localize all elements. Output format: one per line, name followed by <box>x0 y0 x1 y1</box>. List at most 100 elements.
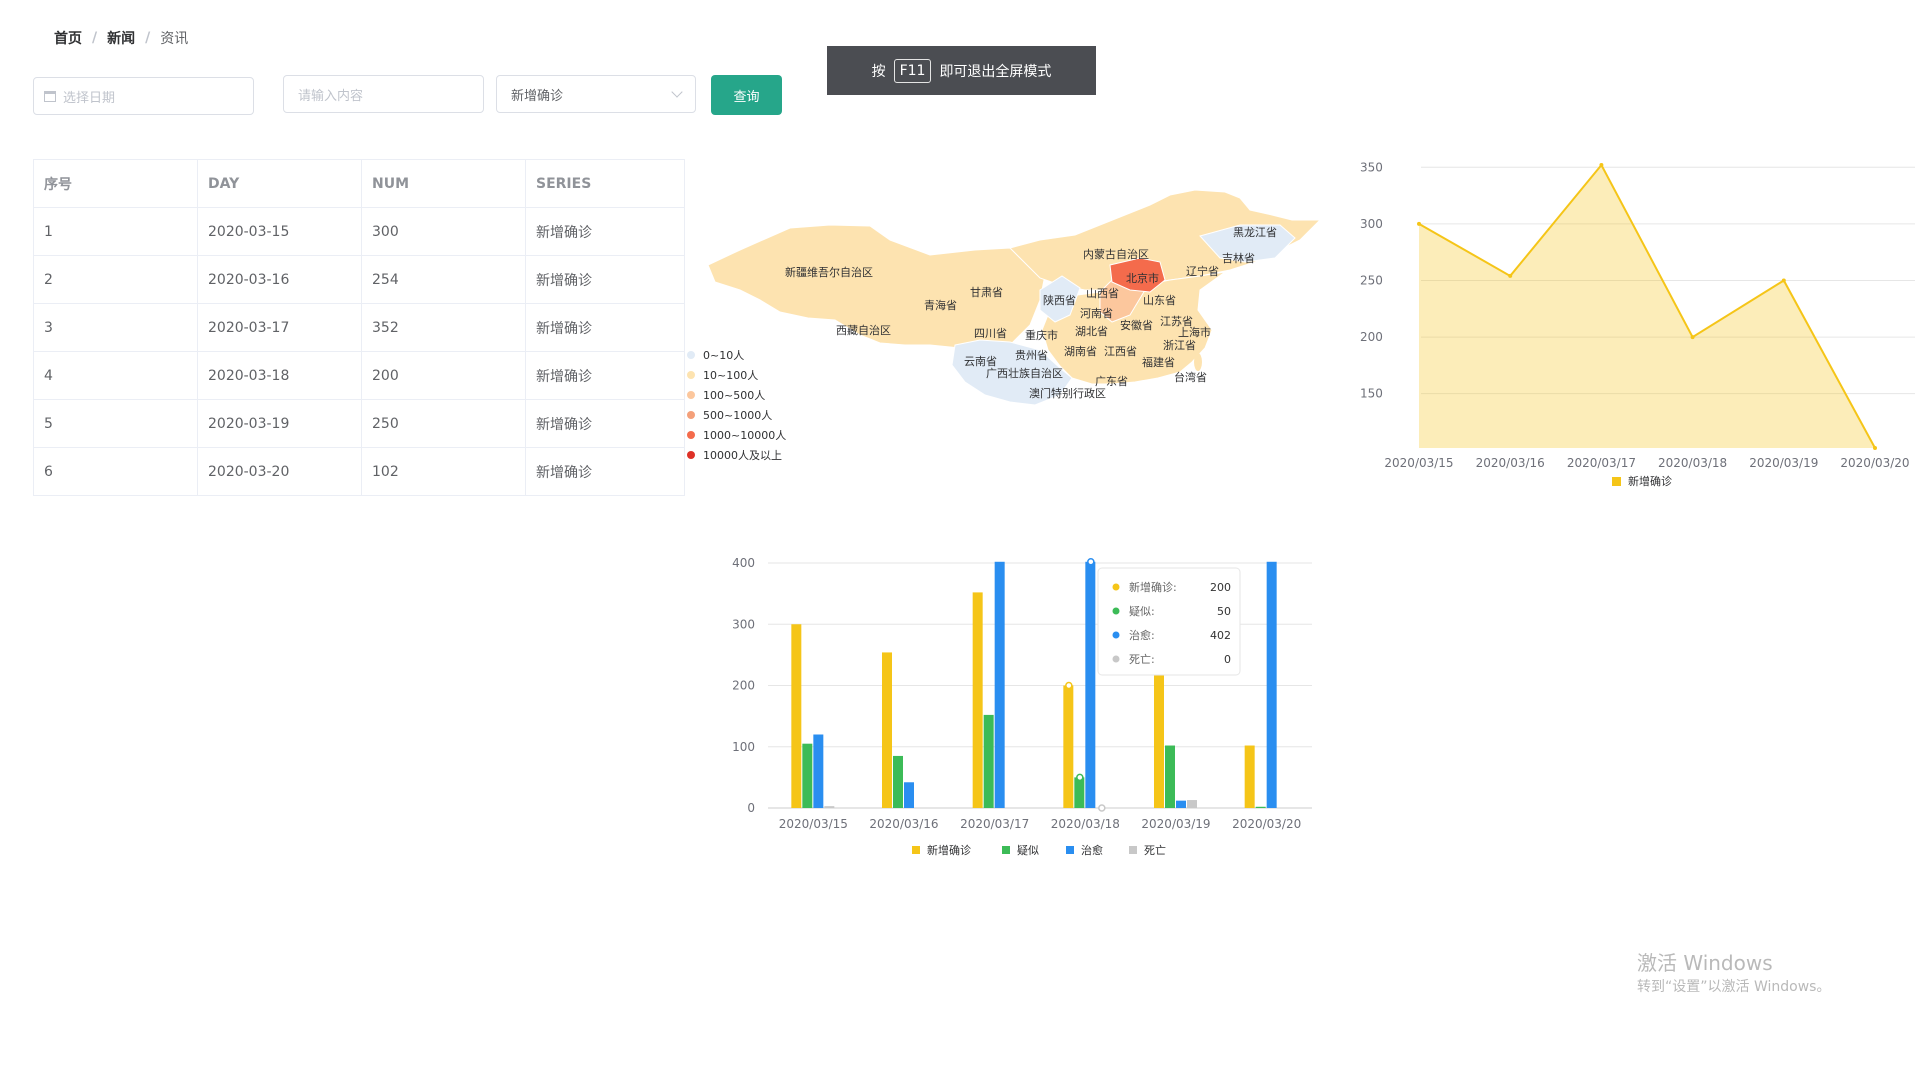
bar[interactable] <box>1255 806 1266 808</box>
cell-day: 2020-03-16 <box>197 255 362 304</box>
bar-chart-tooltip: 新增确诊: 200 疑似: 50 治愈: 402 死亡: 0 <box>1097 567 1241 676</box>
area-point[interactable] <box>1873 446 1877 450</box>
map-legend-label: 100~500人 <box>703 389 765 402</box>
bar[interactable] <box>1085 561 1096 808</box>
bar[interactable] <box>813 734 824 809</box>
bar[interactable] <box>1176 800 1186 808</box>
tooltip-series-name: 治愈: <box>1129 628 1155 642</box>
bar-chart[interactable]: 0 100 200 300 400 2020/03/15 2020/03/16 2020/03… <box>715 545 1340 870</box>
fullscreen-toast: 按 F11 即可退出全屏模式 <box>827 46 1096 95</box>
legend-swatch-0 <box>687 351 695 359</box>
tooltip-series-value: 200 <box>1210 581 1231 594</box>
region-label: 上海市 <box>1178 325 1211 339</box>
search-placeholder: 请输入内容 <box>298 88 364 104</box>
cell-series: 新增确诊 <box>525 447 685 496</box>
bar[interactable] <box>1074 777 1085 808</box>
cell-num: 254 <box>361 255 526 304</box>
search-input[interactable]: 请输入内容 <box>283 75 484 113</box>
region-label: 黑龙江省 <box>1233 226 1277 239</box>
column-header-num: NUM <box>361 159 526 208</box>
legend-item[interactable]: 新增确诊 <box>912 843 971 857</box>
map-legend-label: 1000~10000人 <box>703 429 786 442</box>
activation-watermark-title: 激活 Windows <box>1637 951 1773 975</box>
bar[interactable] <box>882 652 892 808</box>
area-chart[interactable]: 150 200 250 300 350 2020/03/15 2020/03/16 2020/… <box>1330 150 1920 500</box>
legend-item[interactable]: 疑似 <box>1002 844 1039 857</box>
area-point[interactable] <box>1417 221 1421 226</box>
map-legend-item[interactable]: 1000~10000人 <box>687 429 786 442</box>
y-tick-label: 350 <box>1360 160 1383 174</box>
legend-item[interactable]: 治愈 <box>1066 843 1103 857</box>
breadcrumb: 首页 / 新闻 / 资讯 <box>54 28 188 48</box>
bar[interactable] <box>983 714 994 808</box>
cell-index: 6 <box>33 447 198 496</box>
bar[interactable] <box>1187 800 1197 808</box>
bar[interactable] <box>1154 654 1164 808</box>
bar[interactable] <box>1063 685 1074 809</box>
breadcrumb-news[interactable]: 新闻 <box>107 31 136 47</box>
map-legend-item[interactable]: 0~10人 <box>687 349 744 362</box>
area-point[interactable] <box>1599 163 1604 167</box>
map-region-northeast[interactable] <box>1199 224 1296 263</box>
area-series-line[interactable] <box>1418 163 1876 449</box>
bar[interactable] <box>791 624 802 808</box>
legend-item[interactable]: 死亡 <box>1129 843 1166 857</box>
calendar-icon <box>44 90 56 102</box>
bar[interactable] <box>904 782 914 808</box>
bar[interactable] <box>802 743 813 808</box>
bar-group[interactable] <box>791 624 835 809</box>
bar-group[interactable] <box>1244 561 1277 808</box>
area-point[interactable] <box>1690 335 1695 340</box>
bar-group[interactable] <box>882 652 914 808</box>
map-legend-label: 500~1000人 <box>703 409 772 422</box>
map-legend-item[interactable]: 10~100人 <box>687 369 758 382</box>
region-label: 四川省 <box>974 327 1007 340</box>
map-region-taiwan[interactable] <box>1194 353 1202 371</box>
series-select[interactable]: 新增确诊 <box>496 75 696 113</box>
bar[interactable] <box>893 755 903 808</box>
map-legend-item[interactable]: 100~500人 <box>687 389 765 402</box>
cell-index: 2 <box>33 255 198 304</box>
bar[interactable] <box>1244 745 1255 808</box>
tooltip-series-name: 新增确诊: <box>1129 580 1177 594</box>
bar[interactable] <box>824 806 835 808</box>
area-chart-legend[interactable]: 新增确诊 <box>1612 474 1672 488</box>
query-button[interactable]: 查询 <box>711 75 782 115</box>
region-label: 河南省 <box>1080 307 1113 320</box>
cell-day: 2020-03-19 <box>197 399 362 448</box>
bar[interactable] <box>1165 745 1175 808</box>
map-legend-item[interactable]: 500~1000人 <box>687 409 772 422</box>
map-region-southwest[interactable] <box>951 339 1073 406</box>
region-label: 吉林省 <box>1222 251 1255 265</box>
cell-series: 新增确诊 <box>525 207 685 256</box>
y-tick-label: 300 <box>1360 217 1383 231</box>
map-region-beijing[interactable] <box>1109 257 1166 293</box>
bar-group[interactable] <box>1154 654 1197 808</box>
map-legend-item[interactable]: 10000人及以上 <box>687 449 782 462</box>
bar-group[interactable] <box>1063 561 1096 809</box>
bar-chart-legend[interactable]: 新增确诊 疑似 治愈 死亡 <box>912 843 1166 857</box>
breadcrumb-separator: / <box>145 30 151 46</box>
breadcrumb-separator: / <box>92 30 98 46</box>
region-label: 青海省 <box>924 298 957 312</box>
column-header-index: 序号 <box>33 159 198 208</box>
date-picker[interactable]: 选择日期 <box>33 77 254 115</box>
area-point[interactable] <box>1508 273 1513 278</box>
bar[interactable] <box>1266 561 1277 808</box>
area-fill <box>1419 165 1875 448</box>
breadcrumb-home[interactable]: 首页 <box>54 31 82 47</box>
map-region-shaanxi[interactable] <box>1039 275 1081 323</box>
legend-swatch-2 <box>687 391 695 399</box>
cell-series: 新增确诊 <box>525 399 685 448</box>
china-map[interactable]: 新疆维吾尔自治区 西藏自治区 青海省 甘肃省 四川省 云南省 内蒙古自治区 黑龙… <box>680 180 1330 480</box>
bar[interactable] <box>994 561 1005 808</box>
bar-group[interactable] <box>972 561 1005 808</box>
x-tick-label: 2020/03/19 <box>1141 817 1210 831</box>
date-placeholder: 选择日期 <box>63 90 116 106</box>
series-select-value: 新增确诊 <box>511 88 564 104</box>
y-tick-label: 400 <box>732 556 755 570</box>
bar[interactable] <box>972 592 983 808</box>
legend-swatch <box>1612 477 1621 486</box>
area-point[interactable] <box>1781 278 1786 283</box>
region-label: 西藏自治区 <box>836 323 891 337</box>
